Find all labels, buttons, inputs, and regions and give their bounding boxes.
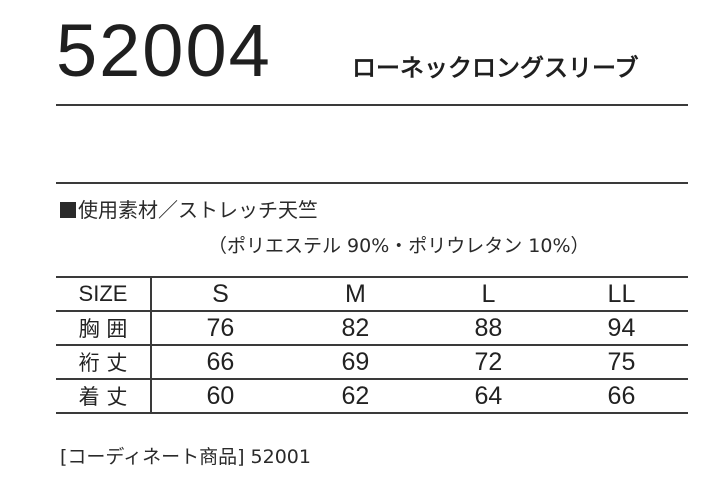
header-size-l: L bbox=[421, 276, 555, 312]
header-size-ll: LL bbox=[554, 276, 688, 312]
header-size-m: M bbox=[288, 276, 422, 312]
cell-sleeve-ll: 75 bbox=[554, 345, 688, 380]
cell-length-s: 60 bbox=[151, 379, 289, 414]
cell-chest-ll: 94 bbox=[554, 311, 688, 346]
cell-length-m: 62 bbox=[288, 379, 422, 414]
cell-chest-l: 88 bbox=[421, 311, 555, 346]
cell-sleeve-m: 69 bbox=[288, 345, 422, 380]
table-row-sleeve: 裄 丈 66 69 72 75 bbox=[56, 345, 688, 380]
header-size-s: S bbox=[151, 276, 289, 312]
cell-length-ll: 66 bbox=[554, 379, 688, 414]
cell-length-l: 64 bbox=[421, 379, 555, 414]
material-composition: （ポリエステル 90%・ポリウレタン 10%） bbox=[208, 235, 590, 257]
cell-sleeve-l: 72 bbox=[421, 345, 555, 380]
product-code: 52004 bbox=[56, 9, 272, 92]
header-size-label: SIZE bbox=[56, 276, 152, 312]
table-header-row: SIZE S M L LL bbox=[56, 276, 688, 312]
cell-chest-s: 76 bbox=[151, 311, 289, 346]
size-chart-table: SIZE S M L LL 胸 囲 76 82 88 94 裄 丈 66 69 … bbox=[56, 276, 688, 414]
table-row-length: 着 丈 60 62 64 66 bbox=[56, 379, 688, 414]
material-label: 使用素材／ストレッチ天竺 bbox=[78, 198, 318, 222]
cell-chest-m: 82 bbox=[288, 311, 422, 346]
row-label-length: 着 丈 bbox=[56, 379, 152, 414]
product-name: ローネックロングスリーブ bbox=[352, 54, 639, 82]
row-label-chest: 胸 囲 bbox=[56, 311, 152, 346]
table-row-chest: 胸 囲 76 82 88 94 bbox=[56, 311, 688, 346]
cell-sleeve-s: 66 bbox=[151, 345, 289, 380]
section-divider bbox=[56, 182, 688, 184]
top-divider bbox=[56, 104, 688, 106]
coordinate-product-note: [コーディネート商品] 52001 bbox=[60, 446, 311, 468]
material-info: 使用素材／ストレッチ天竺 bbox=[60, 196, 318, 224]
square-bullet-icon bbox=[60, 202, 76, 218]
row-label-sleeve: 裄 丈 bbox=[56, 345, 152, 380]
